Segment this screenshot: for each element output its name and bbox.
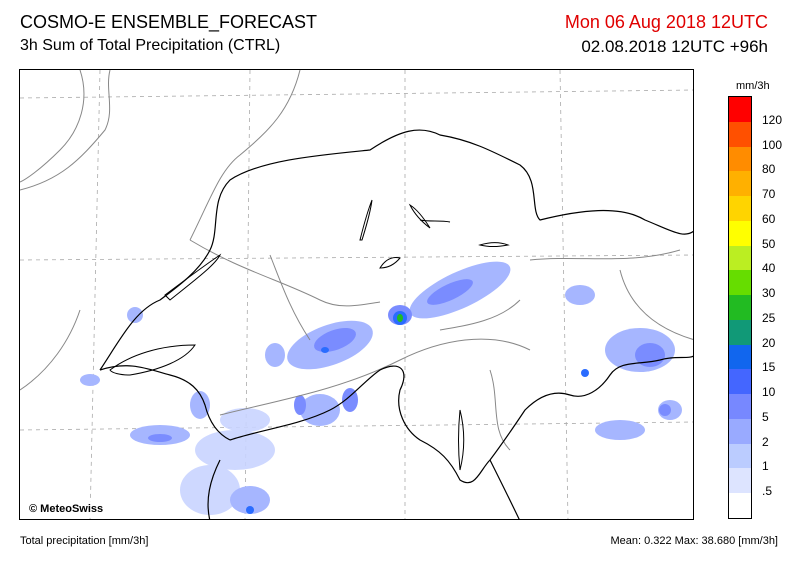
- country-borders: [99, 129, 693, 519]
- map-canvas: [20, 70, 693, 519]
- precipitation-field: [80, 261, 682, 515]
- legend-swatch: [729, 295, 751, 321]
- map-title: COSMO-E ENSEMBLE_FORECAST: [20, 12, 318, 32]
- legend-label: 15: [762, 360, 776, 375]
- legend-swatch: [729, 245, 751, 271]
- legend-swatch: [729, 319, 751, 346]
- legend-label: 25: [762, 310, 776, 325]
- legend-swatch: [729, 493, 751, 519]
- legend-label: 30: [762, 286, 776, 301]
- legend-swatch: [729, 468, 751, 494]
- legend-label: 120: [762, 112, 783, 127]
- legend-label: 10: [762, 385, 776, 400]
- legend-label: 70: [762, 187, 776, 202]
- valid-time: Mon 06 Aug 2018 12UTC: [564, 12, 768, 32]
- legend-label: 80: [762, 162, 776, 177]
- legend-label: 20: [762, 335, 776, 350]
- legend-swatch: [729, 270, 751, 296]
- legend-swatch: [729, 220, 751, 247]
- legend-label: 40: [762, 261, 776, 276]
- region-boundaries: [20, 70, 693, 451]
- legend-swatch: [729, 196, 751, 222]
- graticule: [20, 70, 693, 519]
- legend-label: 1: [762, 459, 769, 474]
- legend-swatch: [729, 443, 751, 469]
- legend-label: 2: [762, 434, 769, 449]
- legend-swatch: [729, 344, 751, 370]
- footer-caption: Total precipitation [mm/3h]: [20, 535, 149, 547]
- legend-swatch: [729, 97, 751, 123]
- legend-swatch: [729, 171, 751, 197]
- legend-label: 5: [762, 409, 769, 424]
- lakes: [109, 199, 510, 471]
- map-subtitle: 3h Sum of Total Precipitation (CTRL): [20, 37, 281, 54]
- legend-unit: mm/3h: [736, 80, 770, 92]
- copyright-label: © MeteoSwiss: [26, 502, 107, 516]
- legend-label: 50: [762, 236, 776, 251]
- precipitation-map: © MeteoSwiss: [19, 69, 694, 520]
- legend-swatch: [729, 394, 751, 420]
- legend-swatch: [729, 121, 751, 147]
- legend-label: 60: [762, 211, 776, 226]
- legend-label: .5: [762, 484, 773, 499]
- run-time: 02.08.2018 12UTC +96h: [581, 37, 768, 56]
- legend-swatch: [729, 418, 751, 445]
- color-legend: [728, 96, 752, 519]
- legend-label: 100: [762, 137, 783, 152]
- legend-swatch: [729, 369, 751, 395]
- legend-swatch: [729, 146, 751, 172]
- footer-stats: Mean: 0.322 Max: 38.680 [mm/3h]: [610, 535, 778, 547]
